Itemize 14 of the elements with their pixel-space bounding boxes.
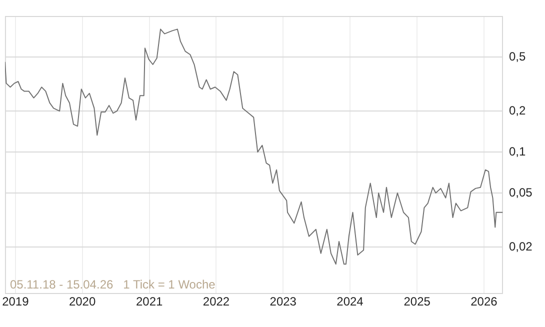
x-tick-label: 2023 xyxy=(270,294,297,309)
y-tick-label: 0,5 xyxy=(509,49,526,64)
x-tick-label: 2026 xyxy=(470,294,498,309)
y-tick-label: 0,02 xyxy=(509,239,533,254)
annotation: 05.11.18 - 15.04.26 1 Tick = 1 Woche xyxy=(10,277,216,292)
y-tick-label: 0,05 xyxy=(509,185,533,200)
y-tick-label: 0,1 xyxy=(509,144,526,158)
x-tick-label: 2020 xyxy=(68,294,96,309)
x-tick-label: 2022 xyxy=(202,294,230,309)
x-tick-label: 2024 xyxy=(336,294,364,309)
x-tick-label: 2021 xyxy=(136,294,164,309)
x-tick-label: 2019 xyxy=(2,294,30,309)
y-tick-label: 0,2 xyxy=(509,103,526,118)
x-tick-label: 2025 xyxy=(404,294,431,309)
